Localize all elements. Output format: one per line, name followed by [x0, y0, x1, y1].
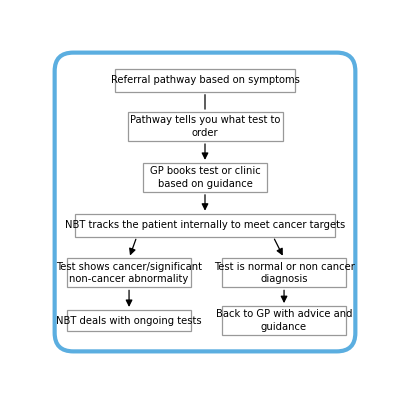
Text: Test is normal or non cancer
diagnosis: Test is normal or non cancer diagnosis [214, 262, 354, 284]
FancyBboxPatch shape [55, 53, 355, 351]
Text: Referral pathway based on symptoms: Referral pathway based on symptoms [110, 75, 300, 85]
Text: GP books test or clinic
based on guidance: GP books test or clinic based on guidanc… [150, 166, 260, 188]
FancyBboxPatch shape [75, 214, 335, 237]
FancyBboxPatch shape [143, 163, 267, 192]
FancyBboxPatch shape [67, 258, 191, 288]
FancyBboxPatch shape [67, 310, 191, 331]
FancyBboxPatch shape [115, 69, 295, 92]
Text: Pathway tells you what test to
order: Pathway tells you what test to order [130, 115, 280, 138]
Text: Back to GP with advice and
guidance: Back to GP with advice and guidance [216, 309, 352, 332]
FancyBboxPatch shape [128, 112, 282, 141]
Text: NBT tracks the patient internally to meet cancer targets: NBT tracks the patient internally to mee… [65, 220, 345, 230]
FancyBboxPatch shape [222, 306, 346, 335]
Text: NBT deals with ongoing tests: NBT deals with ongoing tests [56, 316, 202, 326]
Text: Test shows cancer/significant
non-cancer abnormality: Test shows cancer/significant non-cancer… [56, 262, 202, 284]
FancyBboxPatch shape [222, 258, 346, 288]
